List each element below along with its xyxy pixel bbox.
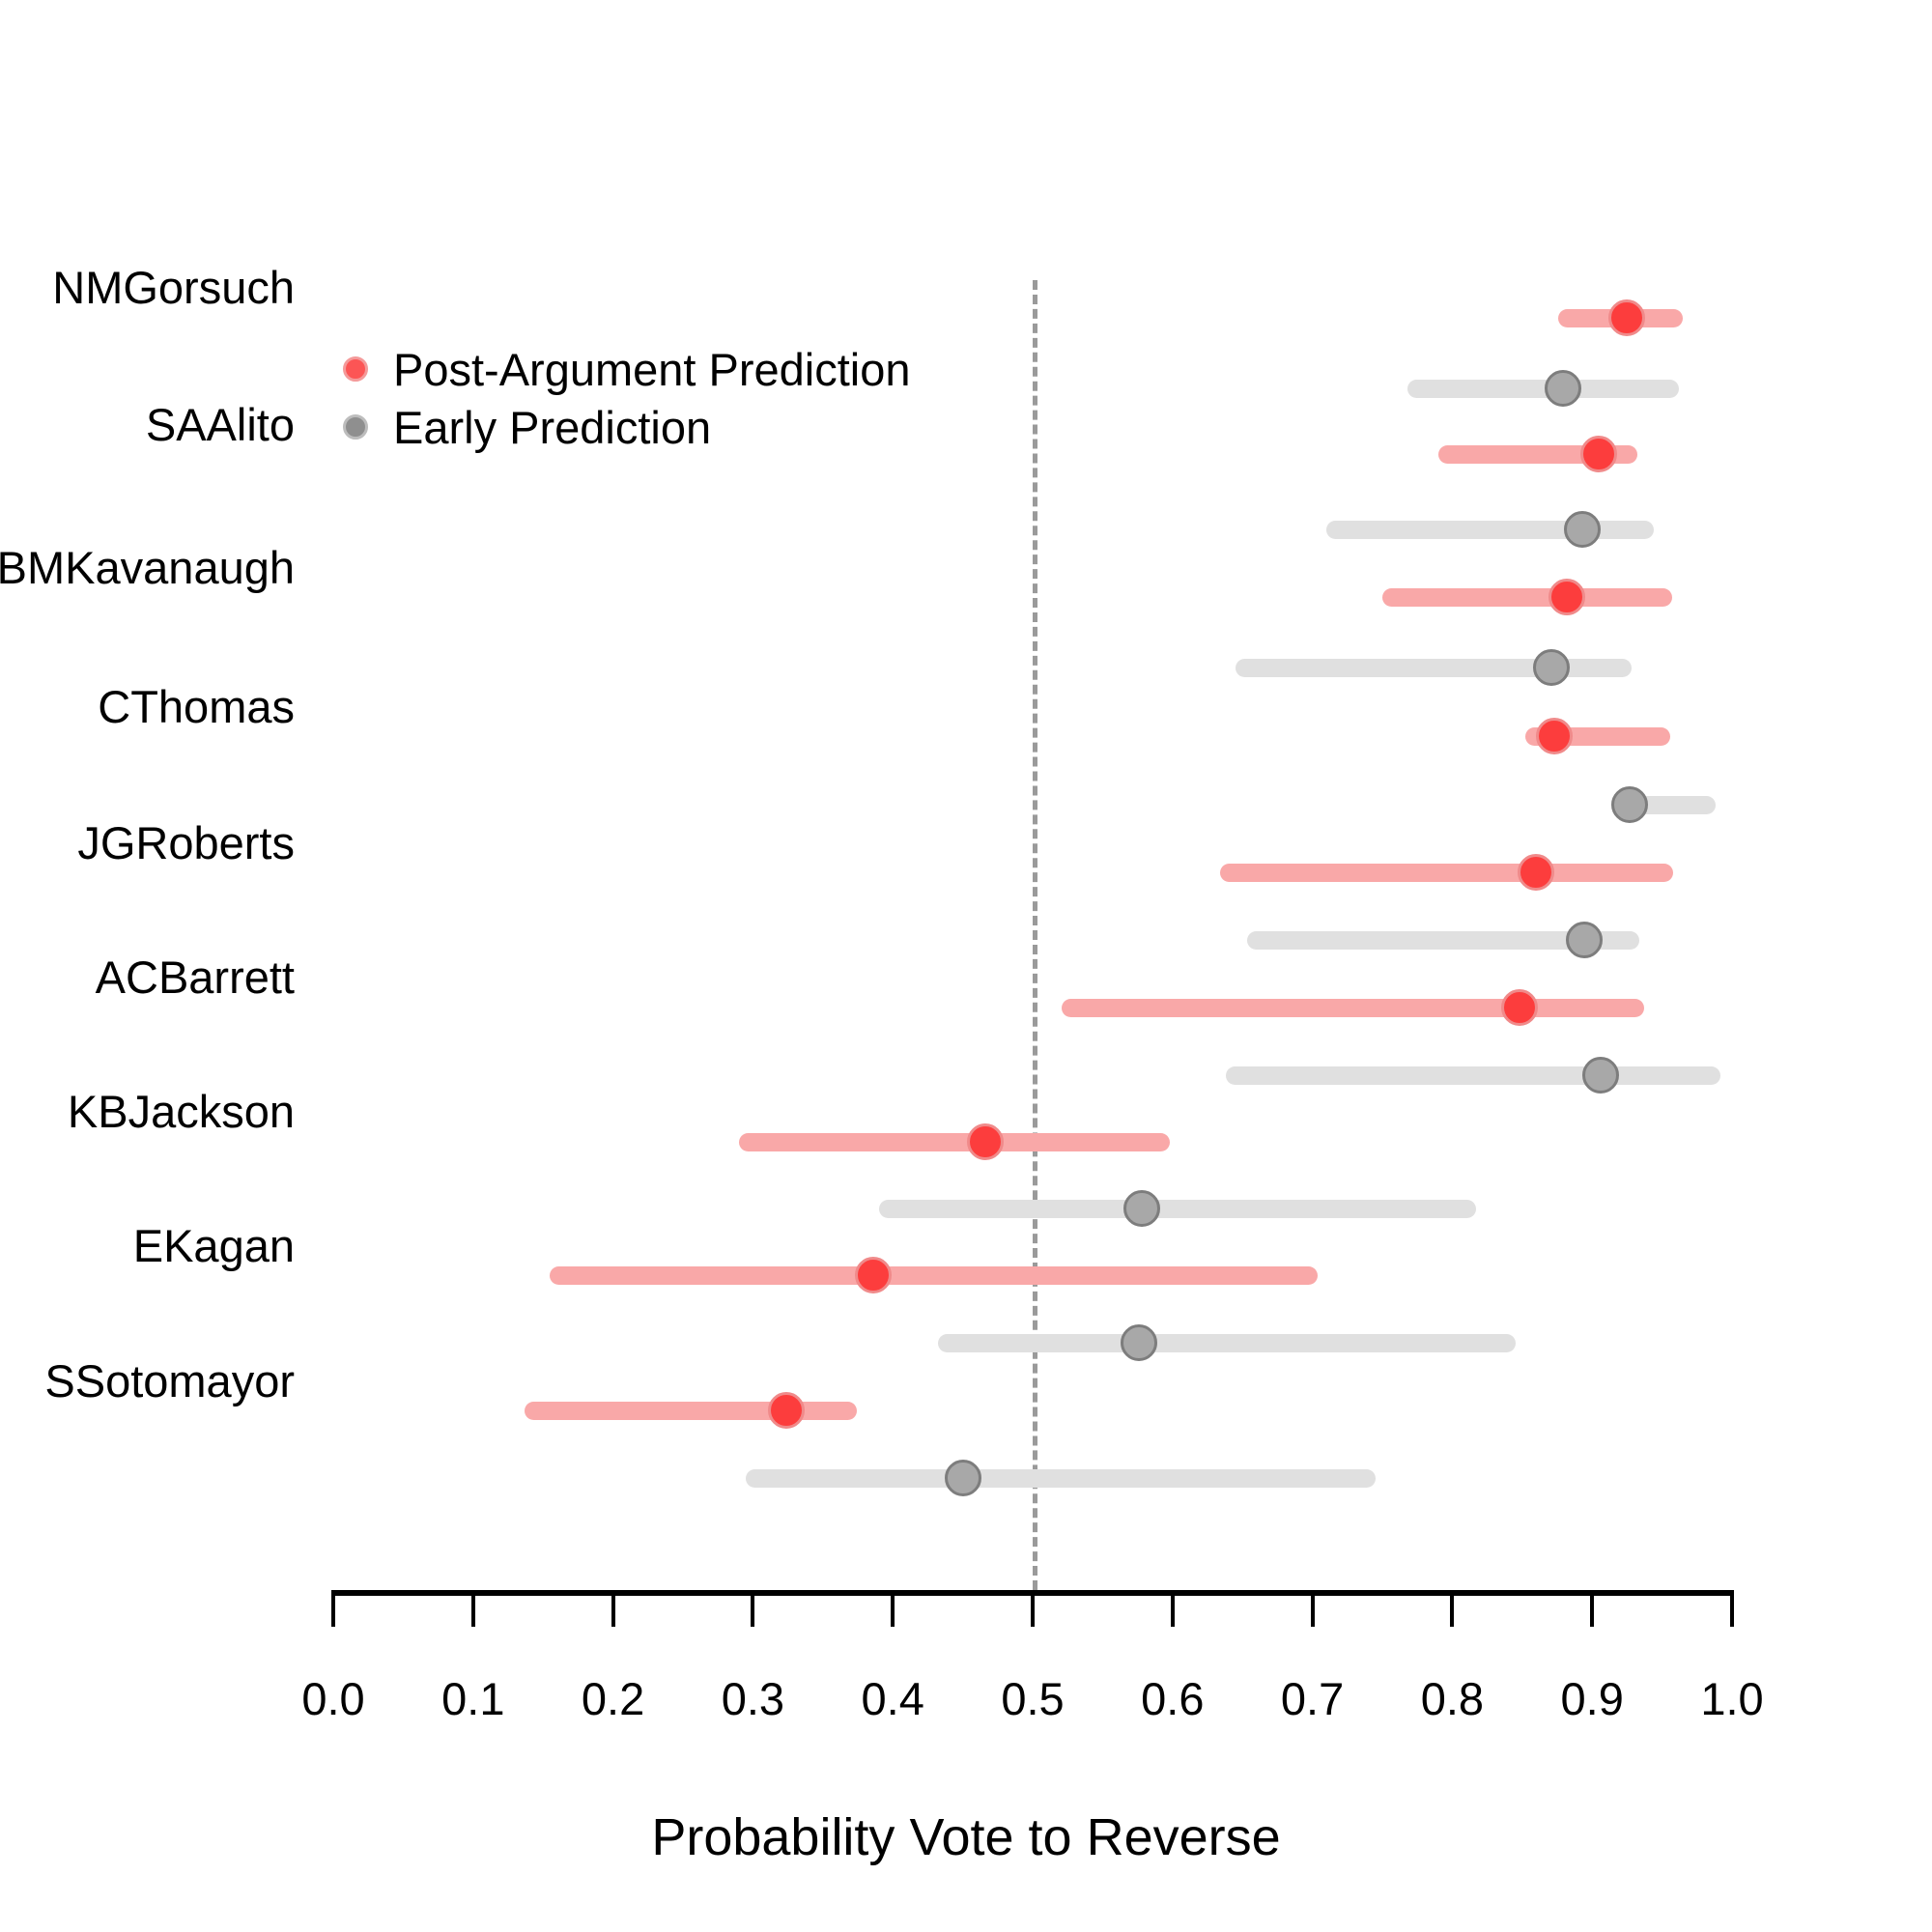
legend-item-post: Post-Argument Prediction xyxy=(343,340,911,398)
confidence-interval xyxy=(1235,659,1632,677)
legend-label-post: Post-Argument Prediction xyxy=(393,343,911,395)
row-label-ssotomayor: SSotomayor xyxy=(44,1355,295,1406)
confidence-interval xyxy=(525,1402,857,1420)
x-axis-tick xyxy=(1031,1590,1035,1627)
x-axis-tick-label: 0.1 xyxy=(441,1673,505,1724)
confidence-interval xyxy=(738,1133,1170,1151)
x-axis-tick-label: 0.7 xyxy=(1280,1673,1345,1724)
x-axis-tick-label: 1.0 xyxy=(1700,1673,1764,1724)
data-point xyxy=(1580,436,1618,472)
data-point xyxy=(1122,1190,1160,1227)
data-point xyxy=(1565,922,1603,958)
x-axis-tick-label: 0.5 xyxy=(1001,1673,1065,1724)
row-label-bmkavanaugh: BMKavanaugh xyxy=(0,542,295,593)
data-point xyxy=(1533,649,1571,686)
reference-line-0.5 xyxy=(1033,280,1037,1590)
x-axis-tick-label: 0.6 xyxy=(1141,1673,1205,1724)
x-axis-tick-label: 0.4 xyxy=(861,1673,924,1724)
confidence-interval xyxy=(1382,588,1672,607)
data-point xyxy=(1536,718,1574,754)
data-point xyxy=(1611,786,1649,823)
x-axis-tick-label: 0.0 xyxy=(301,1673,365,1724)
legend-item-early: Early Prediction xyxy=(343,398,911,456)
x-axis-title: Probability Vote to Reverse xyxy=(651,1808,1281,1866)
x-axis-tick xyxy=(1450,1590,1455,1627)
data-point xyxy=(1121,1324,1158,1361)
x-axis-tick xyxy=(470,1590,475,1627)
confidence-interval xyxy=(878,1200,1476,1218)
data-point xyxy=(1581,1057,1619,1094)
data-point xyxy=(768,1392,806,1429)
confidence-interval xyxy=(1225,1066,1721,1085)
confidence-interval xyxy=(1326,521,1654,539)
row-label-kbjackson: KBJackson xyxy=(67,1086,295,1137)
confidence-interval xyxy=(937,1334,1516,1352)
data-point xyxy=(1548,579,1586,615)
legend-marker-icon-early xyxy=(343,414,368,440)
x-axis-tick xyxy=(1310,1590,1315,1627)
x-axis-tick xyxy=(331,1590,335,1627)
row-label-saalito: SAAlito xyxy=(145,399,295,450)
x-axis-tick xyxy=(611,1590,615,1627)
row-label-ekagan: EKagan xyxy=(132,1220,295,1271)
legend: Post-Argument Prediction Early Predictio… xyxy=(343,340,911,456)
data-point xyxy=(1608,299,1646,336)
confidence-interval xyxy=(550,1266,1319,1285)
x-axis-tick-label: 0.8 xyxy=(1420,1673,1485,1724)
data-point xyxy=(1518,854,1555,891)
x-axis-tick-label: 0.9 xyxy=(1560,1673,1624,1724)
data-point xyxy=(944,1460,981,1496)
x-axis-tick-label: 0.3 xyxy=(721,1673,785,1724)
data-point xyxy=(1500,989,1538,1026)
data-point xyxy=(1544,370,1581,407)
x-axis-tick xyxy=(891,1590,895,1627)
confidence-interval xyxy=(1246,931,1640,950)
x-axis-tick xyxy=(1730,1590,1734,1627)
row-label-acbarrett: ACBarrett xyxy=(95,952,295,1003)
data-point xyxy=(1564,511,1602,548)
row-label-cthomas: CThomas xyxy=(98,681,295,732)
data-point xyxy=(966,1123,1004,1160)
x-axis-tick xyxy=(751,1590,755,1627)
legend-marker-icon-post xyxy=(343,356,368,382)
row-label-jgroberts: JGRoberts xyxy=(77,817,295,868)
legend-label-early: Early Prediction xyxy=(393,401,712,453)
confidence-interval xyxy=(746,1469,1376,1488)
x-axis-tick xyxy=(1590,1590,1595,1627)
x-axis-tick xyxy=(1170,1590,1175,1627)
data-point xyxy=(854,1257,892,1293)
confidence-interval xyxy=(1220,864,1674,882)
x-axis-tick-label: 0.2 xyxy=(581,1673,645,1724)
row-label-nmgorsuch: NMGorsuch xyxy=(52,262,295,313)
confidence-interval xyxy=(1062,999,1644,1017)
confidence-interval xyxy=(1407,380,1679,398)
